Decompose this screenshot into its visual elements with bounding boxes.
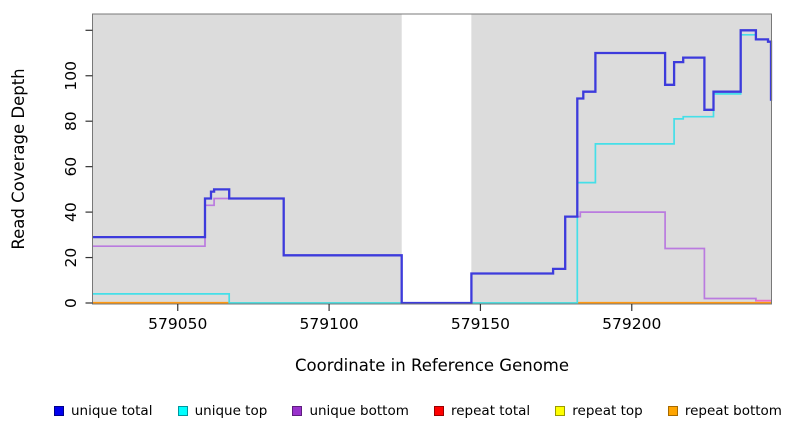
masked-region (401, 14, 472, 304)
y-tick-label: 100 (62, 61, 80, 91)
legend-swatch-icon (292, 406, 303, 416)
legend-swatch-icon (555, 406, 566, 416)
legend-label: unique bottom (309, 403, 409, 419)
plot-frame (92, 13, 772, 305)
y-tick-label: 20 (62, 248, 80, 268)
y-tick-label: 60 (62, 157, 80, 177)
unique-total-line (93, 29, 773, 305)
x-tick-label: 579100 (300, 315, 359, 333)
y-tick-label: 40 (62, 202, 80, 222)
y-axis-title: Read Coverage Depth (9, 68, 28, 249)
legend-swatch-icon (54, 406, 64, 416)
legend-item-unique-total: unique total (54, 403, 152, 419)
y-tick-label: 80 (62, 111, 80, 131)
x-tick-label: 579150 (451, 315, 510, 333)
y-tick-label: 0 (62, 298, 80, 308)
legend-swatch-icon (433, 406, 444, 416)
legend-label: repeat total (450, 403, 531, 419)
coverage-plot: 579050 579100 579150 579200 0 20 40 60 80 100 Coo… (9, 13, 773, 375)
x-tick-label: 579200 (602, 315, 661, 333)
legend-item-repeat-total: repeat total (433, 403, 531, 419)
legend-label: unique total (71, 403, 153, 419)
legend-swatch-icon (177, 406, 188, 416)
x-tick-label: 579050 (148, 315, 207, 333)
legend-item-repeat-top: repeat top (555, 403, 643, 419)
legend-item-repeat-bottom: repeat bottom (667, 403, 782, 419)
legend-item-unique-bottom: unique bottom (292, 403, 409, 419)
legend-label: unique top (194, 403, 268, 419)
x-axis-title: Coordinate in Reference Genome (295, 356, 569, 375)
legend-label: repeat top (572, 403, 643, 419)
legend-label: repeat bottom (684, 403, 782, 419)
legend-swatch-icon (667, 406, 678, 416)
legend-item-unique-top: unique top (177, 403, 268, 419)
legend: unique total unique top unique bottom repea… (0, 394, 792, 428)
